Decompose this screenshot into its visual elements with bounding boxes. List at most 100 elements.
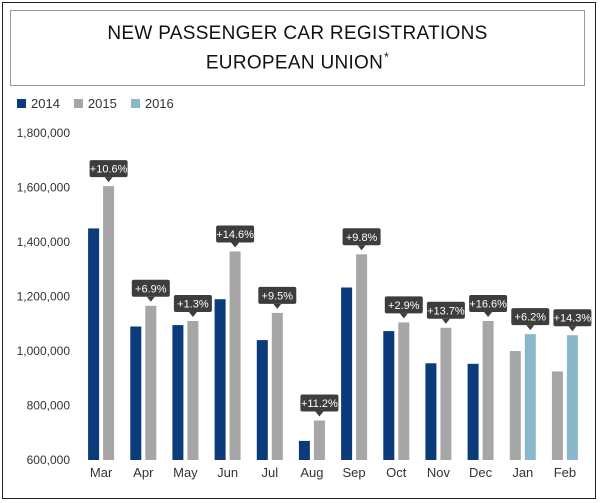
bar-2015-dec [482, 321, 494, 460]
legend-label-2015: 2015 [87, 95, 117, 111]
legend-swatch-2016 [130, 98, 140, 108]
callout-box [342, 228, 381, 246]
growth-callout-jul: +9.5% [258, 286, 297, 309]
y-tick-label: 1,000,000 [17, 344, 71, 358]
callout-label: +9.5% [262, 290, 294, 302]
bar-2015-jan [509, 351, 521, 460]
callout-box [131, 279, 170, 297]
growth-callout-feb: +14.3% [553, 309, 592, 332]
callout-box [384, 296, 423, 314]
legend-item-2016: 2016 [130, 95, 174, 111]
bar-2014-jun [214, 299, 226, 460]
callout-pointer [399, 313, 408, 319]
callout-box [258, 286, 297, 304]
callout-label: +1.3% [177, 299, 209, 311]
callout-box [553, 309, 592, 327]
callout-label: +13.7% [427, 305, 465, 317]
bar-2014-aug [298, 440, 310, 460]
bar-2014-mar [88, 228, 100, 460]
callout-label: +14.3% [554, 313, 592, 325]
bar-2014-nov [425, 363, 437, 460]
x-tick-label: Dec [469, 465, 493, 480]
callout-label: +6.2% [515, 312, 547, 324]
callout-label: +2.9% [388, 300, 420, 312]
x-tick-label: Feb [554, 465, 576, 480]
y-tick-label: 800,000 [27, 399, 71, 413]
bar-2015-jun [229, 251, 241, 460]
growth-callout-dec: +16.6% [469, 295, 507, 317]
bar-2015-sep [356, 254, 368, 460]
callout-box [511, 308, 550, 326]
callout-box [469, 295, 508, 312]
legend-label-2014: 2014 [31, 95, 60, 111]
callout-pointer [526, 325, 535, 331]
bar-2014-dec [467, 363, 479, 460]
bar-2015-oct [398, 322, 410, 460]
bar-2015-jul [271, 312, 283, 460]
x-tick-label: Oct [386, 465, 407, 480]
callout-box [216, 225, 255, 243]
legend-swatch-2014 [17, 98, 26, 108]
y-tick-label: 600,000 [27, 453, 71, 467]
x-tick-label: Jul [261, 465, 278, 480]
x-tick-label: Nov [427, 465, 451, 480]
bar-2015-mar [103, 186, 115, 460]
x-tick-label: Mar [90, 465, 113, 480]
title-footnote-mark: * [384, 50, 390, 64]
callout-label: +6.9% [135, 283, 167, 295]
callout-box [300, 394, 339, 412]
growth-callout-nov: +13.7% [426, 301, 465, 324]
growth-callout-jun: +14.6% [216, 225, 255, 248]
growth-callout-mar: +10.6% [89, 160, 128, 183]
legend-item-2014: 2014 [17, 96, 60, 111]
y-tick-label: 1,600,000 [17, 181, 71, 195]
bar-2014-may [172, 325, 184, 460]
callout-pointer [273, 303, 282, 309]
callout-pointer [484, 312, 493, 317]
y-tick-label: 1,400,000 [17, 235, 71, 249]
title-box: NEW PASSENGER CAR REGISTRATIONS EUROPEAN… [10, 10, 585, 86]
callout-label: +14.6% [216, 229, 254, 241]
bar-2016-jan [524, 334, 536, 460]
chart-title-line-1: NEW PASSENGER CAR REGISTRATIONS [107, 23, 488, 44]
callout-pointer [315, 411, 324, 417]
callout-pointer [357, 245, 366, 251]
growth-callout-apr: +6.9% [131, 279, 170, 302]
x-tick-label: Aug [300, 465, 323, 480]
x-tick-label: Apr [133, 465, 154, 480]
growth-callout-aug: +11.2% [300, 394, 339, 417]
x-tick-label: Jun [217, 465, 238, 480]
chart-title-line-2-wrap: EUROPEAN UNION* [11, 50, 584, 74]
legend-swatch-2015 [73, 98, 83, 108]
bar-2015-may [187, 321, 199, 460]
bar-2014-sep [341, 287, 353, 460]
callout-label: +11.2% [301, 398, 338, 410]
y-tick-label: 1,200,000 [17, 290, 71, 304]
chart-title-line-2: EUROPEAN UNION [205, 52, 384, 74]
callout-pointer [188, 312, 197, 317]
callout-pointer [231, 242, 240, 248]
growth-callout-sep: +9.8% [342, 228, 381, 251]
callout-pointer [441, 318, 450, 324]
callout-box [89, 160, 128, 178]
bar-2015-feb [551, 371, 563, 460]
legend-item-2015: 2015 [73, 95, 117, 111]
x-tick-label: May [173, 465, 198, 480]
growth-callout-may: +1.3% [173, 295, 212, 317]
bar-2016-feb [566, 335, 578, 460]
legend-label-2016: 2016 [144, 95, 174, 111]
callout-label: +10.6% [90, 164, 128, 176]
x-tick-label: Jan [512, 465, 533, 480]
bar-2014-apr [130, 326, 142, 460]
growth-callout-oct: +2.9% [384, 296, 423, 319]
callout-pointer [104, 177, 113, 183]
x-tick-label: Sep [343, 465, 366, 480]
bar-2015-nov [440, 327, 452, 460]
callout-box [173, 295, 212, 312]
bar-2015-aug [313, 420, 325, 460]
bar-2014-oct [383, 331, 395, 460]
legend: 2014 2015 2016 [17, 95, 188, 111]
callout-box [426, 301, 465, 319]
y-tick-label: 1,800,000 [17, 126, 71, 140]
